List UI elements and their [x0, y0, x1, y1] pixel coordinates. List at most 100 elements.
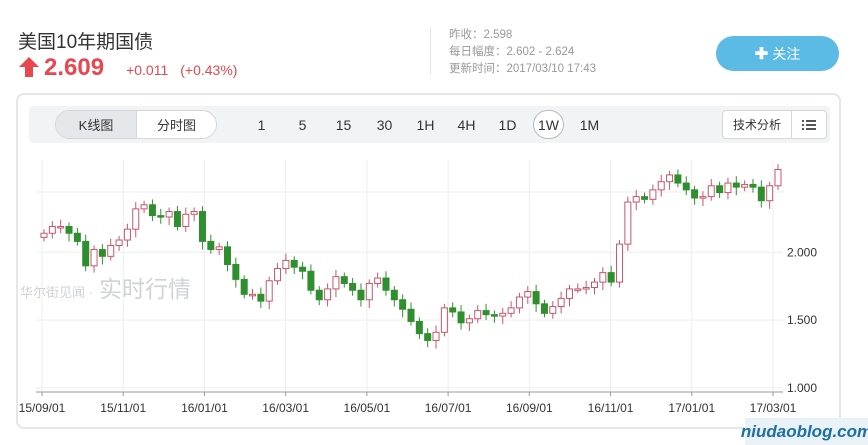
x-tick-label: 15/11/01	[100, 401, 146, 415]
candle-body	[607, 272, 615, 283]
candle-body	[440, 307, 448, 333]
watermark-small: 华尔街见闻 ·	[20, 285, 93, 300]
candle-body	[123, 228, 131, 241]
follow-button[interactable]: ✚ 关注	[716, 36, 839, 71]
candle-body	[65, 225, 73, 234]
period-30[interactable]: 30	[376, 116, 393, 133]
candle-body	[224, 246, 231, 265]
candle-body	[666, 174, 674, 183]
candle-body	[499, 312, 507, 317]
candle-body	[449, 307, 457, 313]
period-1w[interactable]: 1W	[528, 110, 569, 139]
technical-analysis-button[interactable]: 技术分析	[732, 118, 781, 132]
candle-body	[282, 259, 290, 270]
price-change-percent: (+0.43%)	[180, 62, 238, 78]
candle-body	[657, 181, 665, 191]
period-1h[interactable]: 1H	[416, 116, 435, 133]
candle-body	[524, 291, 532, 298]
candle-body	[249, 293, 257, 297]
candle-body	[632, 196, 640, 203]
tab-kline[interactable]: K线图	[56, 111, 136, 138]
y-tick-label: 1.000	[787, 381, 817, 395]
x-tick-label: 15/09/01	[19, 401, 66, 415]
candle-body	[332, 276, 340, 290]
tool-group: 技术分析	[722, 110, 827, 139]
candle-body	[515, 296, 523, 309]
tab-intraday[interactable]: 分时图	[136, 111, 216, 138]
candle-body	[374, 277, 382, 284]
candle-body	[382, 277, 390, 291]
candle-body	[207, 240, 215, 251]
candle-body	[349, 282, 357, 291]
candle-body	[215, 246, 223, 251]
candle-body	[265, 280, 273, 302]
candle-body	[115, 239, 123, 246]
header-divider	[430, 28, 431, 74]
candle-body	[716, 185, 724, 194]
candle-body	[724, 182, 732, 194]
candle-body	[390, 289, 398, 301]
candle-body	[307, 270, 315, 291]
candle-body	[299, 266, 307, 272]
candle-body	[232, 263, 240, 280]
period-4h[interactable]: 4H	[457, 116, 476, 133]
price-row: 2.609 +0.011 (+0.43%)	[18, 53, 237, 82]
candle-body	[415, 320, 423, 335]
period-1d[interactable]: 1D	[498, 116, 517, 133]
candle-body	[540, 303, 548, 314]
candle-body	[532, 291, 540, 305]
candle-body	[574, 288, 582, 291]
candle-body	[324, 288, 332, 301]
candle-body	[741, 183, 749, 188]
candle-body	[482, 310, 490, 316]
x-tick-label: 16/05/01	[344, 401, 391, 415]
quote-meta: 昨收：2.598 每日幅度：2.602 - 2.624 更新时间：2017/03…	[449, 27, 596, 78]
candle-body	[624, 201, 632, 245]
prev-close: 昨收：2.598	[449, 29, 513, 41]
candle-body	[591, 281, 598, 289]
candle-body	[774, 168, 782, 187]
watermark: 华尔街见闻 · 实时行情	[20, 270, 191, 304]
period-1m[interactable]: 1M	[579, 116, 600, 133]
instrument-title: 美国10年期国债	[18, 32, 154, 53]
period-1[interactable]: 1	[257, 116, 266, 133]
x-tick-label: 16/07/01	[425, 401, 472, 415]
x-tick-label: 16/09/01	[506, 401, 553, 415]
candle-body	[732, 182, 740, 188]
x-tick-label: 17/01/01	[668, 401, 715, 415]
y-tick-label: 1.500	[787, 313, 817, 327]
candle-body	[616, 243, 624, 283]
candle-body	[766, 185, 774, 202]
x-tick-label: 16/11/01	[588, 401, 634, 415]
candle-body	[357, 289, 365, 301]
candle-body	[557, 297, 565, 308]
x-tick-label: 17/03/01	[750, 401, 797, 415]
chart-toolbar: K线图 分时图 1 5 15 30 1H 4H 1D 1W 1M 技术分析	[29, 106, 830, 143]
candle-body	[98, 249, 106, 257]
candle-body	[465, 318, 473, 324]
candle-body	[140, 204, 148, 210]
period-selector: 1 5 15 30 1H 4H 1D 1W 1M	[241, 110, 610, 139]
candle-body	[490, 314, 498, 317]
candle-body	[407, 308, 415, 322]
last-price: 2.609	[44, 54, 105, 81]
candle-body	[507, 307, 515, 314]
candle-body	[157, 215, 165, 218]
candle-body	[173, 211, 181, 227]
candle-body	[641, 196, 649, 200]
candle-body	[424, 333, 432, 341]
candle-body	[399, 299, 407, 310]
chart-type-switch: K线图 分时图	[55, 110, 217, 139]
candle-body	[90, 249, 98, 267]
candle-body	[432, 331, 440, 341]
list-icon[interactable]	[791, 111, 826, 138]
period-15[interactable]: 15	[335, 116, 352, 133]
candle-body	[107, 244, 115, 257]
candle-body	[48, 225, 56, 234]
candle-body	[274, 268, 282, 282]
candle-body	[674, 174, 682, 184]
price-change: +0.011	[126, 62, 169, 78]
period-5[interactable]: 5	[298, 116, 307, 133]
candle-body	[148, 204, 156, 217]
